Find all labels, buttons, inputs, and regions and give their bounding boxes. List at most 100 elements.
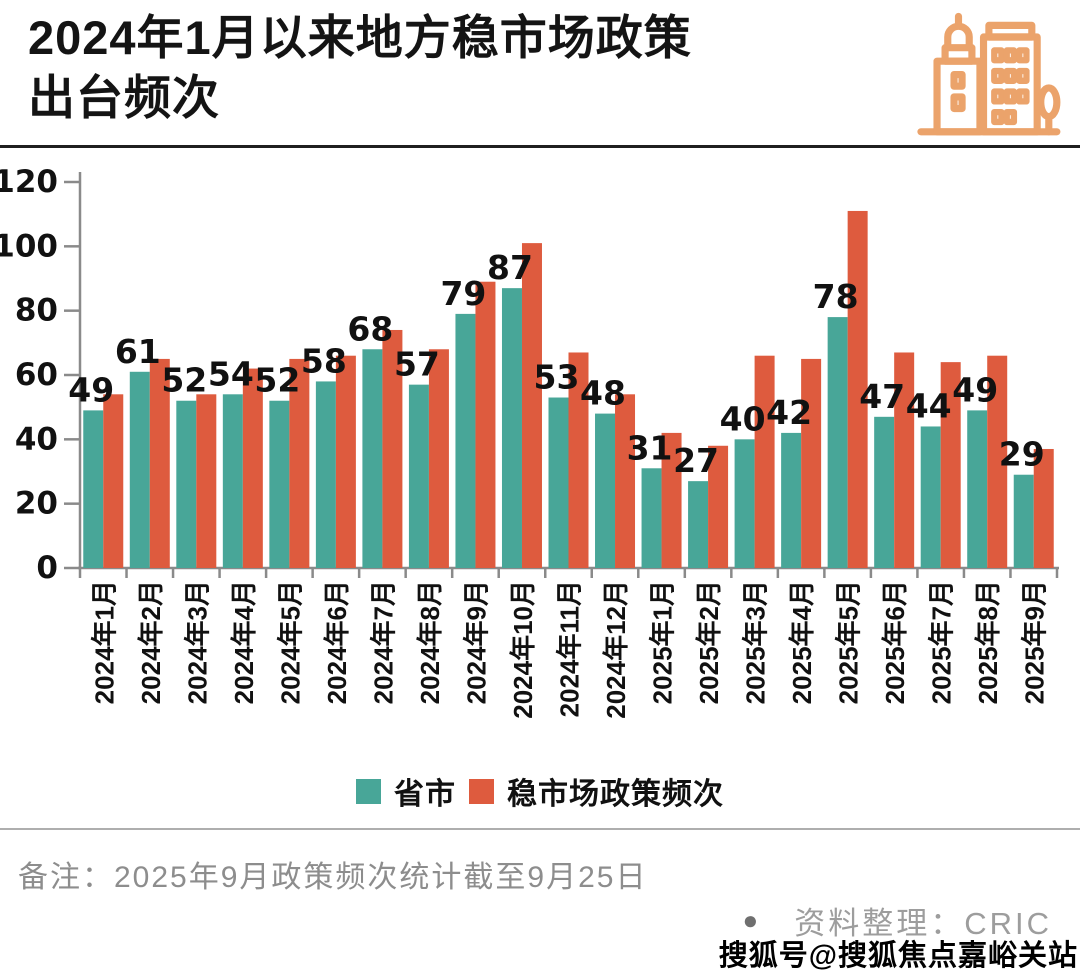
x-axis-label: 2025年6月 bbox=[880, 580, 910, 704]
bullet-icon: ● bbox=[742, 905, 759, 935]
bar-policy-frequency bbox=[847, 210, 868, 568]
x-axis-label: 2025年1月 bbox=[648, 580, 678, 704]
footnote: 备注：2025年9月政策频次统计截至9月25日 bbox=[18, 861, 648, 894]
x-axis-label: 2024年11月 bbox=[555, 580, 585, 717]
bar-value-label: 49 bbox=[68, 370, 114, 409]
page-title: 2024年1月以来地方稳市场政策 出台频次 bbox=[28, 8, 908, 128]
bar-policy-frequency bbox=[103, 394, 124, 568]
bar-value-label: 29 bbox=[999, 435, 1045, 474]
x-axis-label: 2024年7月 bbox=[368, 580, 398, 704]
bar-value-label: 87 bbox=[487, 248, 533, 287]
source-label: 资料整理：CRIC bbox=[794, 906, 1052, 941]
bar-provinces bbox=[688, 481, 709, 568]
page-title-line1: 2024年1月以来地方稳市场政策 bbox=[28, 11, 692, 64]
bar-value-label: 52 bbox=[254, 361, 300, 400]
bar-provinces bbox=[83, 410, 104, 568]
bar-value-label: 57 bbox=[394, 345, 440, 384]
bar-provinces bbox=[734, 439, 755, 568]
x-axis-label: 2024年4月 bbox=[229, 580, 259, 704]
bar-policy-frequency bbox=[987, 355, 1008, 568]
bar-policy-frequency bbox=[196, 394, 217, 568]
x-axis-label: 2025年5月 bbox=[834, 580, 864, 704]
bar-value-label: 78 bbox=[813, 277, 859, 316]
y-axis-label: 0 bbox=[36, 550, 58, 586]
bar-provinces bbox=[827, 317, 848, 568]
bar-provinces bbox=[641, 468, 662, 568]
bar-value-label: 53 bbox=[534, 358, 580, 397]
title-divider bbox=[0, 145, 1080, 148]
bar-value-label: 44 bbox=[906, 386, 952, 425]
footer-divider bbox=[0, 828, 1080, 830]
bar-chart: 0 20 40 60 80 100 120 49 2024年1月 61 2024年2月 52 2024年… bbox=[0, 150, 1080, 790]
bar-value-label: 27 bbox=[673, 441, 719, 480]
bar-policy-frequency bbox=[242, 368, 263, 568]
bar-provinces bbox=[129, 371, 150, 568]
x-axis-label: 2024年6月 bbox=[322, 580, 352, 704]
x-axis-label: 2024年8月 bbox=[415, 580, 445, 704]
legend-swatch-policy-frequency bbox=[469, 778, 494, 804]
bar-provinces bbox=[362, 349, 383, 568]
bar-policy-frequency bbox=[801, 358, 822, 568]
bar-value-label: 40 bbox=[720, 399, 766, 438]
source-row: ● 资料整理：CRIC bbox=[743, 898, 1053, 943]
bar-value-label: 58 bbox=[301, 341, 347, 380]
x-axis-label: 2024年12月 bbox=[601, 580, 631, 719]
bar-provinces bbox=[501, 288, 522, 568]
bar-value-label: 42 bbox=[766, 393, 812, 432]
x-axis-label: 2025年8月 bbox=[973, 580, 1003, 704]
bar-policy-frequency bbox=[289, 358, 310, 568]
bar-policy-frequency bbox=[521, 243, 542, 568]
bar-provinces bbox=[967, 410, 988, 568]
bar-provinces bbox=[269, 400, 290, 568]
bar-provinces bbox=[455, 313, 476, 568]
legend-label-provinces: 省市 bbox=[394, 778, 456, 811]
bar-provinces bbox=[222, 394, 243, 568]
bar-value-label: 48 bbox=[580, 374, 626, 413]
x-axis-label: 2024年10月 bbox=[508, 580, 538, 719]
y-axis-label: 80 bbox=[15, 293, 58, 329]
bar-policy-frequency bbox=[894, 352, 915, 568]
bar-policy-frequency bbox=[428, 349, 449, 568]
bar-provinces bbox=[595, 413, 616, 568]
y-axis-label: 20 bbox=[15, 486, 58, 522]
bar-provinces bbox=[1013, 474, 1034, 568]
bar-policy-frequency bbox=[382, 329, 403, 568]
x-axis-label: 2025年7月 bbox=[927, 580, 957, 704]
bar-policy-frequency bbox=[475, 281, 496, 568]
x-axis-label: 2024年5月 bbox=[275, 580, 305, 704]
legend-swatch-provinces bbox=[356, 778, 381, 804]
bar-policy-frequency bbox=[940, 362, 961, 568]
chart-legend: 省市 稳市场政策频次 bbox=[0, 772, 1080, 811]
x-axis-label: 2024年9月 bbox=[461, 580, 491, 704]
bar-value-label: 52 bbox=[161, 361, 207, 400]
bar-provinces bbox=[408, 384, 429, 568]
x-axis-label: 2024年1月 bbox=[89, 580, 119, 704]
bar-value-label: 31 bbox=[627, 428, 673, 467]
bar-provinces bbox=[315, 381, 336, 568]
x-axis-label: 2025年4月 bbox=[787, 580, 817, 704]
bar-provinces bbox=[548, 397, 569, 568]
header: 2024年1月以来地方稳市场政策 出台频次 bbox=[0, 0, 1080, 145]
bar-policy-frequency bbox=[149, 358, 170, 568]
bar-provinces bbox=[874, 416, 895, 568]
bar-policy-frequency bbox=[754, 355, 775, 568]
bar-policy-frequency bbox=[1033, 448, 1054, 568]
bar-policy-frequency bbox=[615, 394, 636, 568]
bar-provinces bbox=[176, 400, 197, 568]
bar-value-label: 47 bbox=[859, 377, 905, 416]
bar-value-label: 49 bbox=[952, 370, 998, 409]
x-axis-label: 2025年3月 bbox=[741, 580, 771, 704]
y-axis-label: 120 bbox=[0, 164, 58, 200]
city-buildings-icon bbox=[917, 12, 1061, 136]
x-axis-label: 2024年3月 bbox=[182, 580, 212, 704]
page-title-line2: 出台频次 bbox=[28, 71, 220, 124]
bar-value-label: 68 bbox=[347, 309, 393, 348]
bar-value-label: 79 bbox=[440, 274, 486, 313]
x-axis-label: 2025年9月 bbox=[1020, 580, 1050, 704]
bar-provinces bbox=[781, 432, 802, 568]
bar-policy-frequency bbox=[568, 352, 589, 568]
y-axis-label: 40 bbox=[15, 421, 58, 457]
x-axis-label: 2025年2月 bbox=[694, 580, 724, 704]
bar-provinces bbox=[920, 426, 941, 568]
bar-policy-frequency bbox=[708, 445, 729, 568]
